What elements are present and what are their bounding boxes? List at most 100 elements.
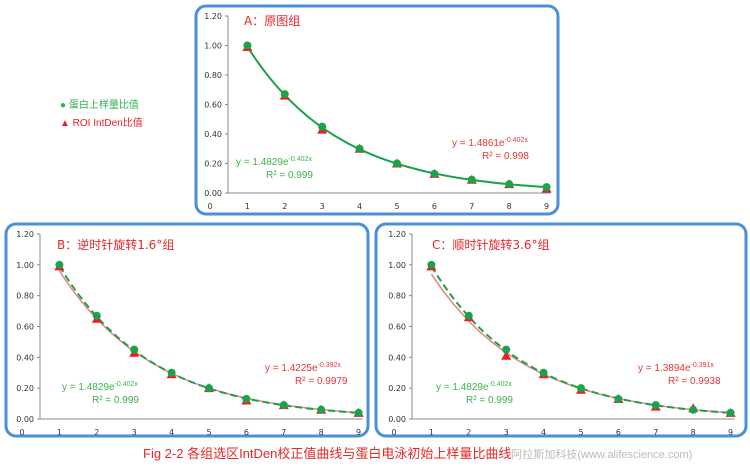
green-circle-point [280,90,289,99]
green-circle-point [505,180,514,189]
x-tick-label: 9 [544,202,549,211]
green-circle-point [726,408,735,417]
y-tick-label: 0.00 [388,415,406,424]
x-tick-label: 3 [504,428,509,437]
green-circle-point [205,384,213,393]
y-tick-label: 1.20 [16,230,34,239]
y-tick-label: 0.40 [204,130,222,139]
x-tick-label: 8 [691,428,696,437]
x-tick-label: 1 [57,428,62,437]
x-tick-label: 7 [469,202,474,211]
y-tick-label: 1.00 [204,42,222,51]
green-circle-point [464,311,473,320]
green-circle-point [502,345,511,354]
y-tick-label: 0.20 [16,384,34,393]
green-circle-point [279,401,288,410]
x-tick-label: 4 [169,428,174,437]
red-triangle-point [501,350,512,360]
green-circle-point [242,394,251,403]
watermark: 阿拉斯加科技(www.alifescience.com) [511,449,693,461]
green-equation: y = 1.4829e-0.402x [62,381,138,393]
green-circle-point [243,41,252,50]
green-r-squared: R² = 0.999 [466,395,513,406]
red-equation: y = 1.4225e-0.392x [265,362,341,374]
x-tick-label: 6 [616,428,621,437]
red-r-squared: R² = 0.998 [482,151,529,162]
chart-title: A：原图组 [244,14,300,28]
y-tick-label: 0.60 [388,323,406,332]
green-circle-point [427,260,436,269]
x-tick-label: 0 [207,202,212,211]
green-r-squared: R² = 0.999 [92,395,139,406]
x-tick-label: 5 [394,202,399,211]
chart-title: C：顺时针旋转3.6°组 [432,237,549,252]
x-tick-label: 4 [541,428,546,437]
y-tick-label: 0.80 [16,292,34,301]
x-tick-label: 7 [653,428,658,437]
red-equation: y = 1.4861e-0.402x [452,137,528,149]
x-tick-label: 1 [245,202,250,211]
x-tick-label: 4 [357,202,362,211]
legend-red: ▲ ROI IntDen比值 [60,118,143,129]
x-tick-label: 0 [391,428,396,437]
x-tick-label: 5 [578,428,583,437]
x-tick-label: 8 [319,428,324,437]
red-r-squared: R² = 0.9979 [295,376,348,387]
y-tick-label: 0.20 [204,160,222,169]
green-equation: y = 1.4829e-0.402x [236,156,312,168]
x-tick-label: 6 [244,428,249,437]
x-tick-label: 6 [432,202,437,211]
green-circle-point [354,408,363,417]
y-tick-label: 0.40 [16,353,34,362]
y-tick-label: 0.00 [16,415,34,424]
y-tick-label: 1.00 [16,261,34,270]
figure-caption: Fig 2-2 各组选区IntDen校正值曲线与蛋白电泳初始上样量比曲线阿拉斯加… [143,443,692,462]
y-tick-label: 1.20 [388,230,406,239]
x-tick-label: 3 [320,202,325,211]
y-tick-label: 0.60 [204,101,222,110]
y-tick-label: 0.20 [388,384,406,393]
x-tick-label: 2 [94,428,99,437]
y-tick-label: 0.40 [388,353,406,362]
legend-green: ● 蛋白上样量比值 [60,100,139,111]
y-tick-label: 0.60 [16,323,34,332]
green-equation: y = 1.4829e-0.402x [436,381,512,393]
green-circle-point [542,183,551,192]
chart-panel-a: 0.00 0.20 0.40 0.60 0.80 1.00 1.20 0 1 2 3 4 5 6 7 8 9 A：… [194,4,560,216]
x-tick-label: 7 [281,428,286,437]
green-circle-point [130,345,139,354]
green-circle-point [355,144,364,153]
green-circle-point [539,368,548,377]
green-circle-point [577,384,585,393]
y-tick-label: 0.80 [204,71,222,80]
x-tick-label: 1 [429,428,434,437]
green-circle-point [92,311,101,320]
red-equation: y = 1.3894e-0.391x [638,362,714,374]
green-circle-point [689,405,698,414]
green-circle-point [55,260,64,269]
chart-panel-b: 0.00 0.20 0.40 0.60 0.80 1.00 1.20 0 1 2 3 4 5 6 7 8 9 B：… [4,222,370,438]
x-tick-label: 8 [507,202,512,211]
green-r-squared: R² = 0.999 [266,170,313,181]
y-tick-label: 0.80 [388,292,406,301]
x-tick-label: 9 [728,428,733,437]
x-tick-label: 0 [19,428,24,437]
panel-frame [194,4,560,216]
y-tick-label: 1.20 [204,12,222,21]
x-tick-label: 3 [132,428,137,437]
green-trendline [58,265,359,414]
x-tick-label: 2 [466,428,471,437]
red-r-squared: R² = 0.9938 [668,376,721,387]
green-circle-point [651,401,660,410]
caption-text: Fig 2-2 各组选区IntDen校正值曲线与蛋白电泳初始上样量比曲线 [143,446,512,461]
panel-frame [374,222,748,438]
green-circle-point [167,368,176,377]
green-circle-point [317,405,326,414]
green-circle-point [393,159,401,168]
x-tick-label: 2 [282,202,287,211]
green-trendline [430,265,731,414]
green-circle-point [318,122,327,131]
green-circle-point [430,169,439,178]
x-tick-label: 5 [206,428,211,437]
